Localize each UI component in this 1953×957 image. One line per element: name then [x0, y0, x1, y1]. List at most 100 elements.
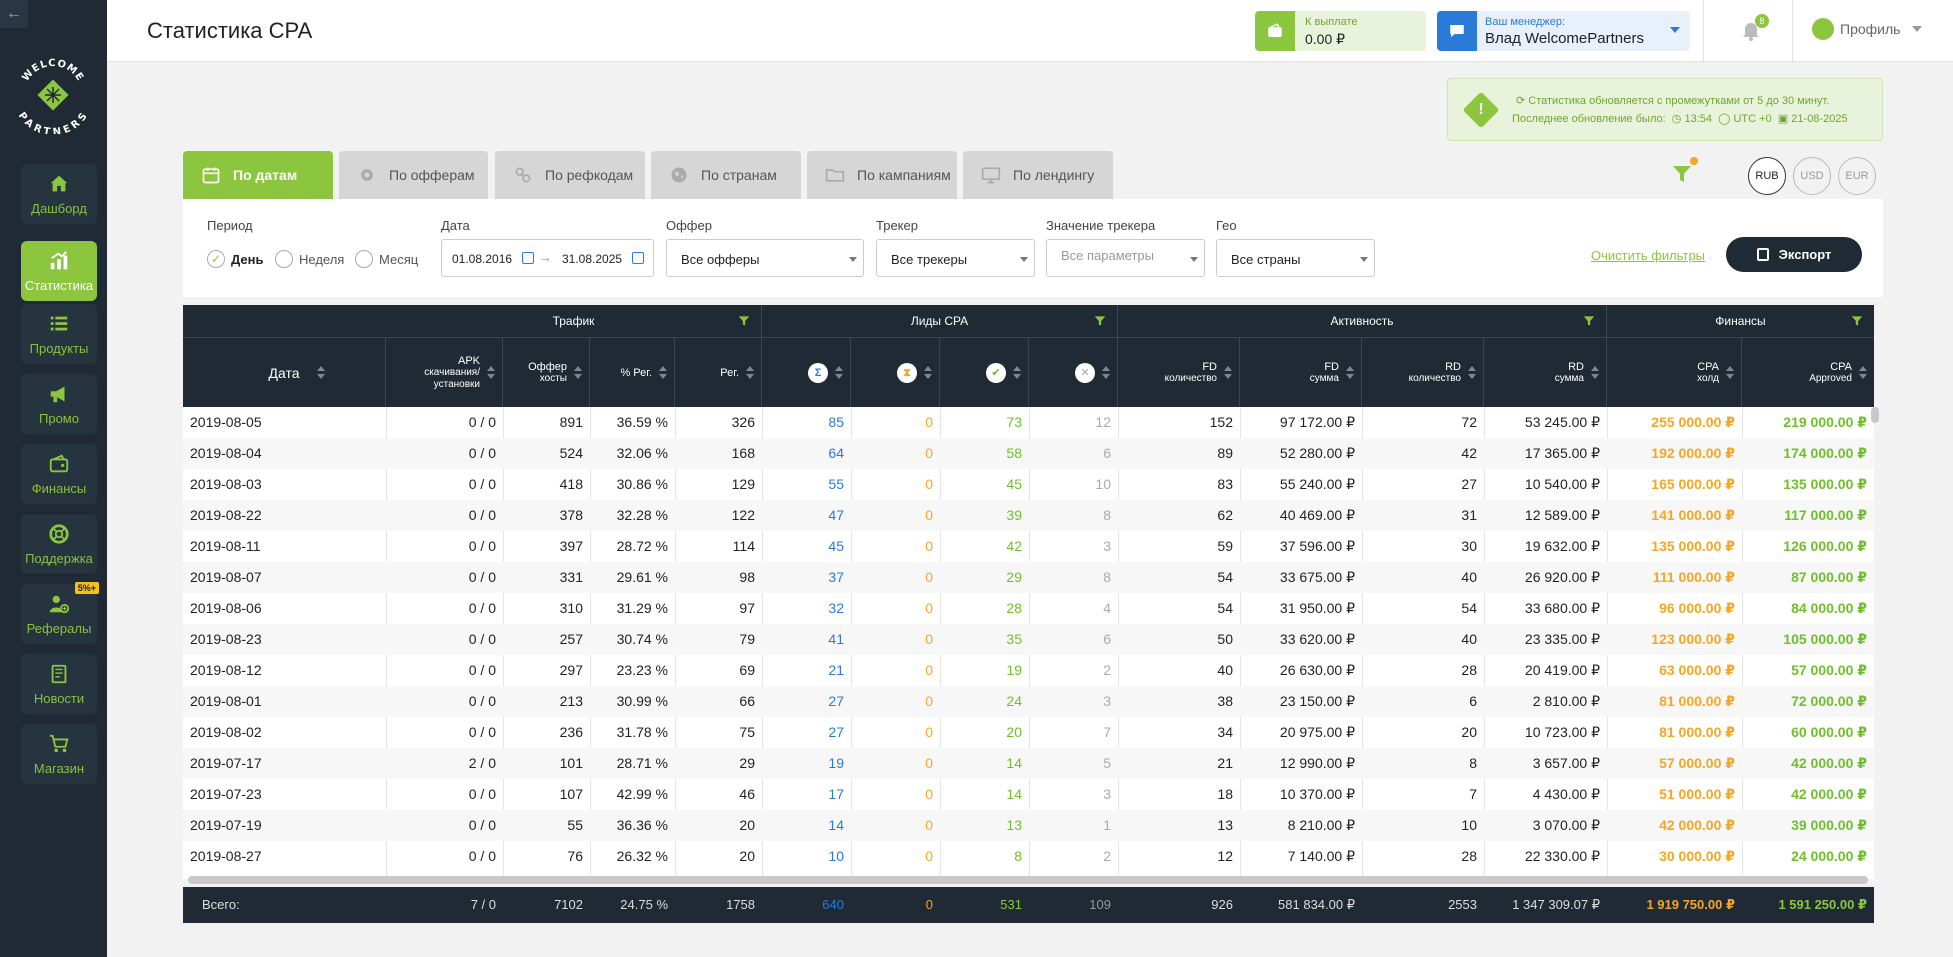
date-to[interactable]: 31.08.2025 — [562, 252, 623, 266]
tab-by-offers[interactable]: По офферам — [339, 151, 488, 199]
cell-date: 2019-07-19 — [190, 817, 262, 833]
table-row[interactable]: 2019-08-27 0 / 0 76 26.32 % 20 10 0 8 2 12 7 140.0… — [183, 841, 1874, 872]
sidebar-item-shop[interactable]: Магазин — [21, 724, 97, 784]
table-row[interactable]: 2019-08-04 0 / 0 524 32.06 % 168 64 0 58 6 89 52 2… — [183, 438, 1874, 469]
date-range-picker[interactable]: 01.08.2016 → 31.08.2025 — [441, 239, 654, 277]
table-row[interactable]: 2019-07-23 0 / 0 107 42.99 % 46 17 0 14 3 18 10 37… — [183, 779, 1874, 810]
col-leads-total[interactable]: Σ — [762, 337, 851, 407]
sidebar-item-referrals[interactable]: Рефералы 5%+ — [21, 582, 99, 644]
cell-rd-count: 30 — [1461, 538, 1477, 554]
col-reg-pct[interactable]: % Рег. — [590, 337, 675, 407]
cell-leads-rejected: 8 — [1103, 507, 1111, 523]
table-row[interactable]: 2019-08-12 0 / 0 297 23.23 % 69 21 0 19 2 40 26 63… — [183, 655, 1874, 686]
sidebar-item-products[interactable]: Продукты — [21, 304, 97, 364]
col-sublabel: хосты — [539, 372, 567, 384]
cell-cpa-hold: 81 000.00 ₽ — [1659, 693, 1735, 709]
payout-widget[interactable]: К выплате 0.00 ₽ — [1255, 11, 1426, 51]
collapse-sidebar-button[interactable]: ← — [0, 0, 28, 28]
table-row[interactable]: 2019-08-05 0 / 0 891 36.59 % 326 85 0 73 12 152 97… — [183, 407, 1874, 438]
table-row[interactable]: 2019-08-06 0 / 0 310 31.29 % 97 32 0 28 4 54 31 95… — [183, 593, 1874, 624]
cell-leads-approved: 28 — [1006, 600, 1022, 616]
col-cpa-hold[interactable]: CPA холд — [1607, 337, 1742, 407]
geo-select[interactable]: Все страны — [1216, 239, 1375, 277]
table-row[interactable]: 2019-08-23 0 / 0 257 30.74 % 79 41 0 35 6 50 33 62… — [183, 624, 1874, 655]
tab-by-refcodes[interactable]: По рефкодам — [495, 151, 645, 199]
group-leads-cpa: Лиды CPA — [762, 305, 1118, 337]
bell-icon[interactable] — [1739, 18, 1763, 42]
cell-cpa-approved: 135 000.00 ₽ — [1783, 476, 1867, 492]
col-rd-sum[interactable]: RD сумма — [1484, 337, 1607, 407]
period-month-radio[interactable]: Месяц — [355, 250, 418, 268]
tab-by-landing[interactable]: По лендингу — [963, 151, 1113, 199]
group-label: Финансы — [1715, 314, 1766, 328]
col-sublabel: холд — [1697, 372, 1719, 384]
tab-by-dates[interactable]: По датам — [183, 151, 333, 199]
tab-by-campaigns[interactable]: По кампаниям — [807, 151, 957, 199]
manager-dropdown[interactable]: Ваш менеджер: Влад WelcomePartners — [1437, 11, 1690, 51]
currency-usd[interactable]: USD — [1793, 157, 1831, 195]
sidebar-item-dashboard[interactable]: Дашборд — [21, 164, 97, 224]
tracker-value-select[interactable]: Все параметры — [1046, 239, 1205, 277]
horizontal-scrollbar[interactable] — [188, 876, 1868, 884]
sidebar-item-news[interactable]: Новости — [21, 654, 97, 714]
table-row[interactable]: 2019-08-01 0 / 0 213 30.99 % 66 27 0 24 3 38 23 15… — [183, 686, 1874, 717]
col-rd-count[interactable]: RD количество — [1362, 337, 1484, 407]
table-row[interactable]: 2019-07-19 0 / 0 55 36.36 % 20 14 0 13 1 13 8 210.… — [183, 810, 1874, 841]
export-button[interactable]: Экспорт — [1726, 237, 1862, 272]
currency-rub[interactable]: RUB — [1748, 157, 1786, 195]
cell-leads-hold: 0 — [925, 538, 933, 554]
cell-hosts: 418 — [559, 476, 583, 492]
sidebar-item-finance[interactable]: Финансы — [21, 444, 97, 504]
filter-icon[interactable] — [1093, 314, 1107, 328]
col-leads-rejected[interactable]: ✕ — [1029, 337, 1118, 407]
col-date[interactable]: Дата — [183, 337, 386, 407]
profile-menu[interactable]: Профиль — [1812, 18, 1923, 40]
vertical-scrollbar[interactable] — [1871, 407, 1879, 423]
cell-rd-count: 8 — [1469, 755, 1477, 771]
table-row[interactable]: 2019-08-02 0 / 0 236 31.78 % 75 27 0 20 7 34 20 97… — [183, 717, 1874, 748]
cell-leads-approved: 35 — [1006, 631, 1022, 647]
filter-icon[interactable] — [1850, 314, 1864, 328]
cell-rd-count: 28 — [1461, 848, 1477, 864]
clear-filters-link[interactable]: Очистить фильтры — [1591, 248, 1706, 263]
sidebar-item-support[interactable]: Поддержка — [21, 514, 97, 574]
col-leads-hold[interactable]: ⧗ — [851, 337, 940, 407]
stats-icon — [50, 250, 68, 269]
cell-leads-hold: 0 — [925, 724, 933, 740]
col-fd-sum[interactable]: FD сумма — [1240, 337, 1362, 407]
cell-cpa-hold: 42 000.00 ₽ — [1659, 817, 1735, 833]
col-reg[interactable]: Рег. — [675, 337, 762, 407]
cell-reg: 66 — [739, 693, 755, 709]
offer-select[interactable]: Все офферы — [666, 239, 864, 277]
period-week-radio[interactable]: Неделя — [275, 250, 344, 268]
tab-by-countries[interactable]: По странам — [651, 151, 801, 199]
cell-leads-rejected: 3 — [1103, 538, 1111, 554]
filter-icon[interactable] — [737, 314, 751, 328]
col-apk[interactable]: APK скачивания/ установки — [386, 337, 503, 407]
cell-leads-total: 19 — [828, 755, 844, 771]
table-row[interactable]: 2019-08-22 0 / 0 378 32.28 % 122 47 0 39 8 62 40 4… — [183, 500, 1874, 531]
date-from[interactable]: 01.08.2016 — [452, 252, 513, 266]
cell-hosts: 236 — [559, 724, 583, 740]
filter-icon[interactable] — [1670, 162, 1694, 186]
col-fd-count[interactable]: FD количество — [1118, 337, 1240, 407]
col-hosts[interactable]: Оффер хосты — [503, 337, 590, 407]
tracker-select[interactable]: Все трекеры — [876, 239, 1035, 277]
table-row[interactable]: 2019-08-11 0 / 0 397 28.72 % 114 45 0 42 3 59 37 5… — [183, 531, 1874, 562]
sidebar-item-statistics[interactable]: Статистика — [21, 241, 97, 301]
calendar-icon — [522, 252, 534, 264]
notice-timezone: UTC +0 — [1733, 113, 1772, 125]
sidebar-item-promo[interactable]: Промо — [21, 374, 97, 434]
col-leads-approved[interactable]: ✔ — [940, 337, 1029, 407]
col-cpa-approved[interactable]: CPA Approved — [1742, 337, 1874, 407]
welcome-partners-logo[interactable]: WELCOME PARTNERS — [14, 56, 92, 134]
period-day-radio[interactable]: ✓ День — [207, 250, 264, 268]
filter-icon[interactable] — [1582, 314, 1596, 328]
table-row[interactable]: 2019-08-07 0 / 0 331 29.61 % 98 37 0 29 8 54 33 67… — [183, 562, 1874, 593]
col-sublabel: сумма — [1309, 372, 1339, 384]
cell-rd-sum: 26 920.00 ₽ — [1524, 569, 1600, 585]
table-row[interactable]: 2019-08-03 0 / 0 418 30.86 % 129 55 0 45 10 83 55 … — [183, 469, 1874, 500]
cell-leads-rejected: 3 — [1103, 693, 1111, 709]
currency-eur[interactable]: EUR — [1838, 157, 1876, 195]
table-row[interactable]: 2019-07-17 2 / 0 101 28.71 % 29 19 0 14 5 21 12 99… — [183, 748, 1874, 779]
